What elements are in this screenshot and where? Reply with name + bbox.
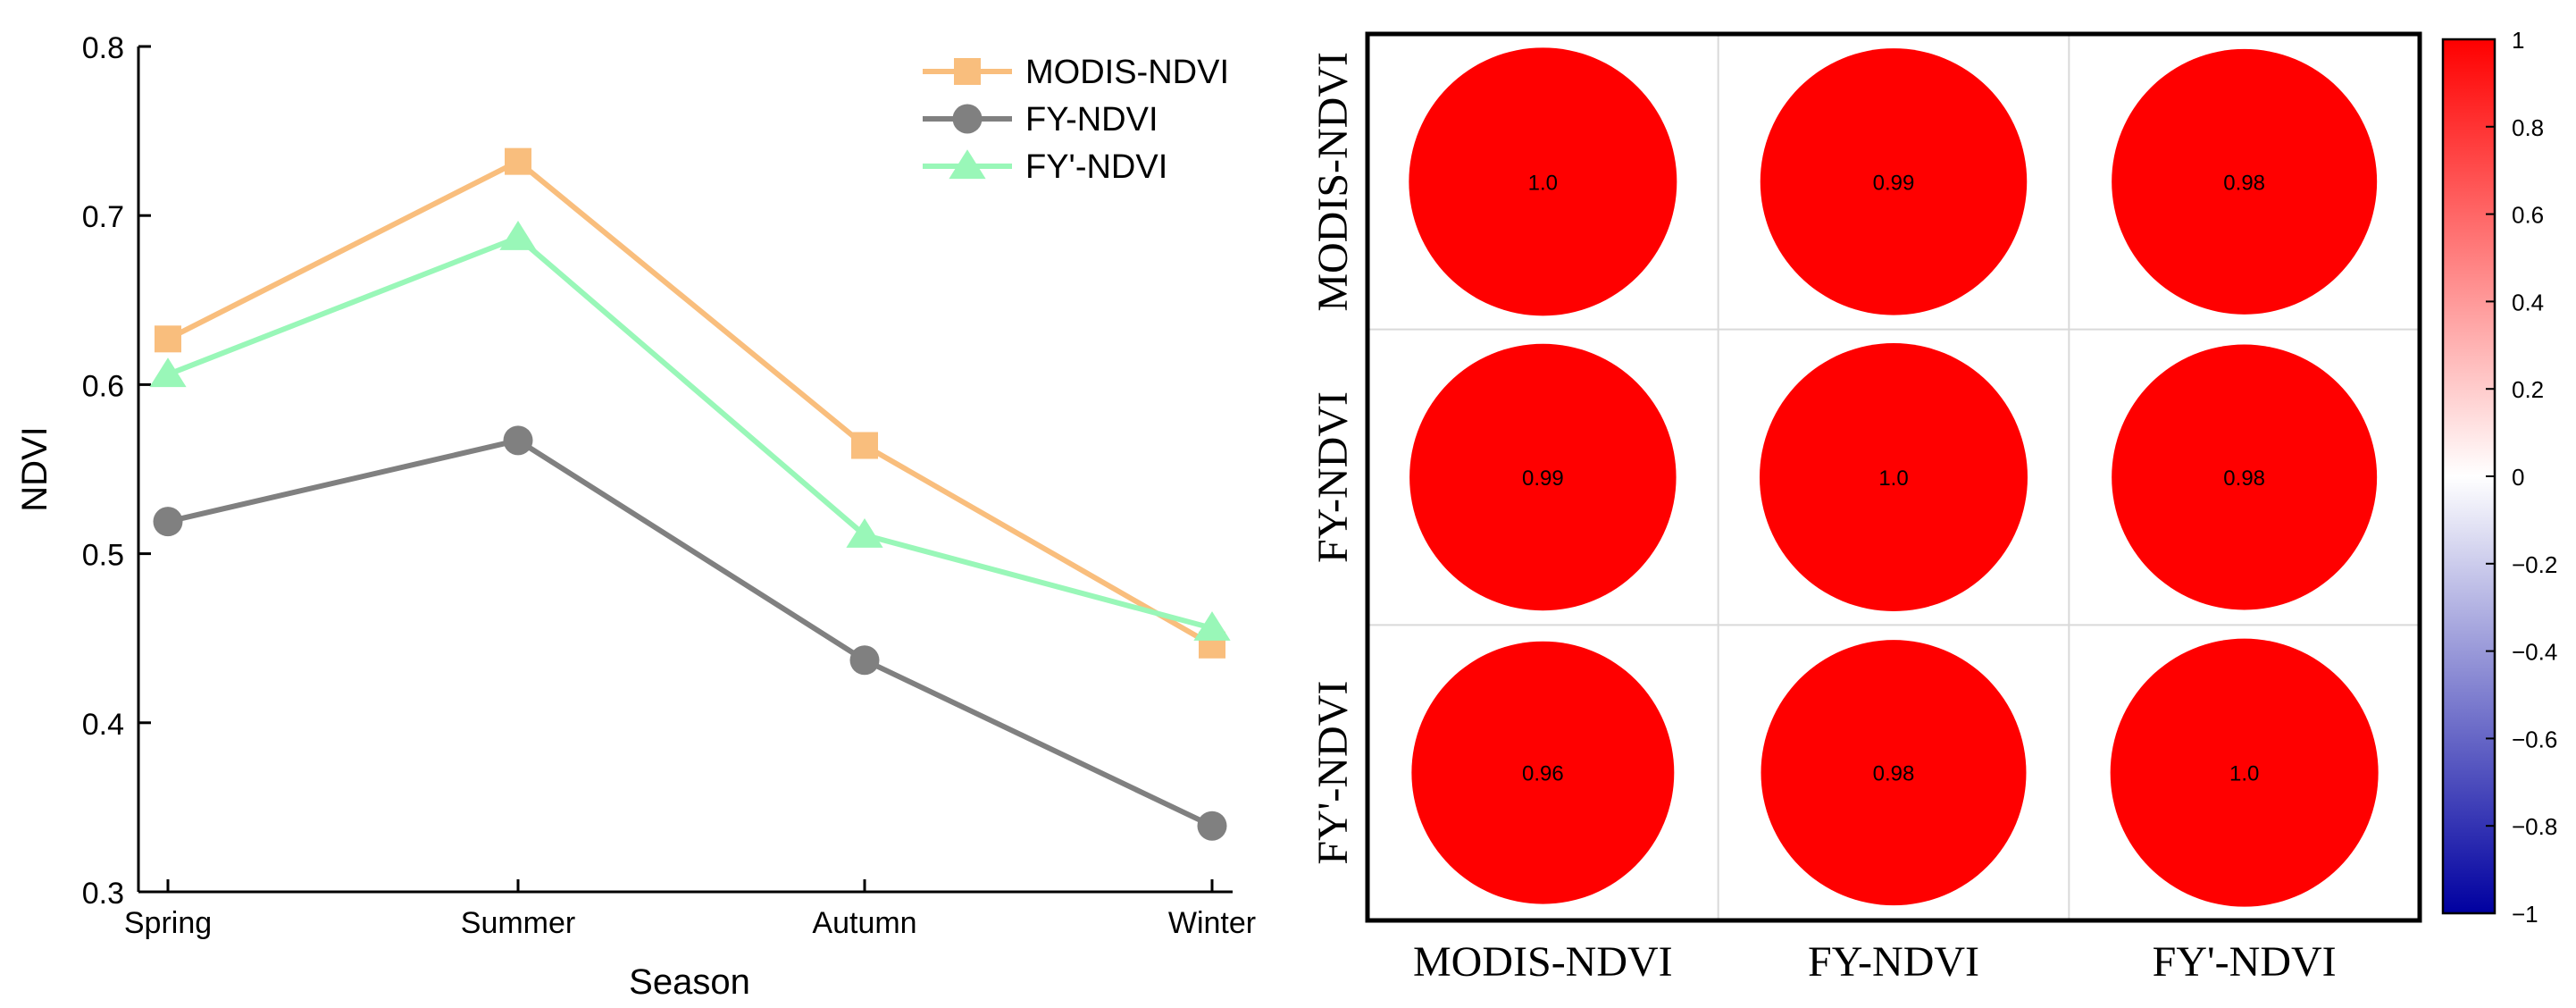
correlation-circle (1761, 640, 2027, 906)
data-point (851, 432, 878, 459)
data-point (1197, 811, 1227, 841)
colorbar-tick-label: 0.4 (2512, 289, 2544, 315)
data-point (153, 507, 183, 537)
x-tick-label: Summer (461, 906, 575, 940)
cell-value: 0.98 (2223, 171, 2265, 195)
cell-value: 0.96 (1522, 762, 1564, 786)
matrix-frame (1365, 31, 2422, 923)
matrix-cell: 0.99 (1409, 343, 1677, 611)
colorbar-tick-label: 0.8 (2512, 114, 2544, 141)
matrix-cell: 1.0 (2110, 638, 2379, 907)
matrix-cells: 1.0 0.99 0.98 0.99 1.0 0.98 0.96 0.98 1.0 (1409, 47, 2379, 907)
matrix-grid (1367, 34, 2420, 920)
column-label: MODIS-NDVI (1413, 938, 1673, 986)
matrix-cell: 0.99 (1760, 48, 2028, 315)
x-tick-label: Autumn (812, 906, 916, 940)
legend-label: MODIS-NDVI (1025, 54, 1229, 91)
matrix-cell: 0.98 (2112, 344, 2378, 610)
row-labels: MODIS-NDVI FY-NDVI FY'-NDVI (1309, 52, 1357, 865)
legend-marker (949, 149, 986, 180)
series-line (167, 437, 1214, 828)
matrix-cell: 1.0 (1409, 47, 1677, 316)
y-tick-label: 0.7 (82, 200, 124, 234)
series-modis-ndvi (155, 147, 1225, 659)
correlation-circle (1409, 343, 1677, 611)
series-line (166, 234, 1213, 631)
y-tick-label: 0.3 (82, 877, 124, 911)
data-point (503, 425, 533, 456)
colorbar-tick-label: −0.6 (2512, 726, 2557, 752)
colorbar-tick-label: 0.2 (2512, 376, 2544, 403)
legend-marker (954, 58, 981, 85)
y-ticks: 0.3 0.4 0.5 0.6 0.7 0.8 (82, 31, 151, 911)
legend-item: FY'-NDVI (923, 148, 1167, 186)
data-point (499, 221, 537, 250)
cell-value: 1.0 (2229, 762, 2259, 786)
matrix-cell: 1.0 (1760, 343, 2028, 611)
cell-value: 0.99 (1522, 466, 1564, 491)
colorbar: 1 0.8 0.6 0.4 0.2 0 −0.2 −0.4 −0.6 −0.8 −1 (2441, 27, 2557, 928)
y-tick-label: 0.6 (82, 369, 124, 403)
cell-value: 0.99 (1873, 171, 1915, 195)
row-label: MODIS-NDVI (1309, 52, 1357, 312)
correlation-circle (2112, 344, 2378, 610)
series-fy-ndvi (153, 425, 1227, 841)
data-point (846, 518, 883, 548)
series-fy-ndvi (149, 221, 1231, 641)
y-tick-label: 0.5 (82, 539, 124, 573)
row-label: FY-NDVI (1309, 391, 1357, 563)
colorbar-ticks: 1 0.8 0.6 0.4 0.2 0 −0.2 −0.4 −0.6 −0.8 −1 (2486, 27, 2557, 928)
data-point (1193, 611, 1231, 641)
cell-value: 0.98 (2223, 466, 2265, 491)
correlation-circle (1409, 47, 1677, 316)
cell-value: 1.0 (1528, 171, 1558, 195)
y-tick-label: 0.4 (82, 708, 124, 742)
colorbar-tick-label: −1 (2512, 901, 2538, 928)
legend-item: MODIS-NDVI (923, 54, 1229, 91)
x-tick-label: Winter (1168, 906, 1256, 940)
data-point (849, 645, 880, 676)
legend-marker (952, 104, 983, 134)
colorbar-tick-label: −0.8 (2512, 813, 2557, 840)
x-tick-label: Spring (124, 906, 212, 940)
correlation-circle (2112, 48, 2378, 315)
data-point (505, 147, 531, 175)
row-label: FY'-NDVI (1309, 681, 1357, 865)
series-group (149, 147, 1231, 841)
line-chart: 0.3 0.4 0.5 0.6 0.7 0.8 Spring Summer Autumn Win… (15, 31, 1256, 1002)
x-ticks: Spring Summer Autumn Winter (124, 879, 1256, 940)
column-label: FY'-NDVI (2153, 938, 2337, 986)
data-point (155, 325, 181, 353)
x-axis-label: Season (629, 962, 750, 1002)
colorbar-tick-label: 1 (2512, 27, 2524, 54)
cell-value: 1.0 (1878, 466, 1908, 491)
correlation-circle (1411, 641, 1675, 904)
column-label: FY-NDVI (1808, 938, 1979, 986)
correlation-circle (1760, 48, 2028, 315)
colorbar-tick-label: 0 (2512, 464, 2524, 491)
correlation-matrix: 1.0 0.99 0.98 0.99 1.0 0.98 0.96 0.98 1.0 MODIS-… (1309, 31, 2422, 986)
legend-item: FY-NDVI (923, 101, 1158, 139)
legend: MODIS-NDVI FY-NDVI FY'-NDVI (923, 54, 1229, 186)
y-axis-label: NDVI (15, 426, 54, 512)
colorbar-tick-label: −0.4 (2512, 639, 2557, 666)
matrix-cell: 0.96 (1411, 641, 1675, 904)
colorbar-tick-label: 0.6 (2512, 202, 2544, 229)
colorbar-tick-label: −0.2 (2512, 551, 2557, 578)
column-labels: MODIS-NDVI FY-NDVI FY'-NDVI (1413, 938, 2337, 986)
legend-label: FY'-NDVI (1025, 148, 1167, 186)
matrix-cell: 0.98 (2112, 48, 2378, 315)
y-tick-label: 0.8 (82, 31, 124, 65)
correlation-circle (2110, 638, 2379, 907)
cell-value: 0.98 (1873, 762, 1915, 786)
data-point (149, 357, 187, 388)
series-line (166, 158, 1214, 648)
correlation-circle (1760, 343, 2028, 611)
legend-label: FY-NDVI (1025, 101, 1158, 139)
matrix-cell: 0.98 (1761, 640, 2027, 906)
